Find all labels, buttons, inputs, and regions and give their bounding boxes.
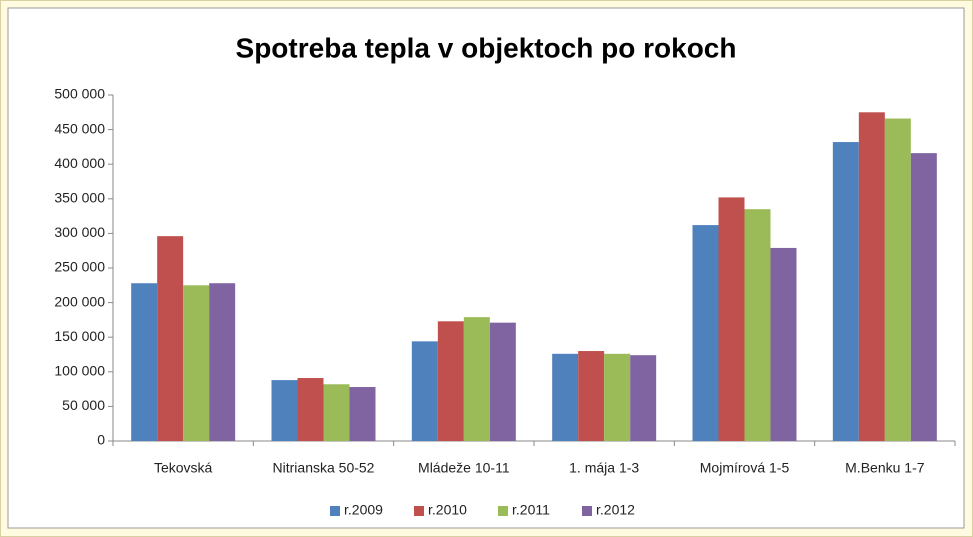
legend-label: r.2010 [428, 502, 467, 518]
y-tick-label: 350 000 [54, 190, 105, 206]
legend-swatch [414, 506, 424, 516]
bar [437, 321, 464, 441]
legend-label: r.2012 [596, 502, 635, 518]
bar [411, 341, 438, 441]
bar [183, 285, 210, 441]
bar [297, 378, 324, 441]
y-tick-label: 150 000 [54, 328, 105, 344]
bar [718, 197, 745, 441]
x-tick-label: 1. mája 1-3 [569, 460, 639, 476]
y-tick-label: 400 000 [54, 155, 105, 171]
x-tick-label: Nitrianska 50-52 [273, 460, 375, 476]
bar [770, 247, 797, 441]
bar [884, 118, 911, 441]
bar [604, 353, 631, 441]
y-tick-label: 500 000 [54, 86, 105, 102]
legend-label: r.2009 [344, 502, 383, 518]
chart-title: Spotreba tepla v objektoch po rokoch [236, 32, 737, 63]
y-tick-label: 100 000 [54, 363, 105, 379]
legend-swatch [582, 506, 592, 516]
bar [349, 387, 376, 441]
y-tick-label: 450 000 [54, 120, 105, 136]
bar [463, 317, 490, 441]
y-tick-label: 300 000 [54, 224, 105, 240]
bar [832, 142, 859, 441]
y-tick-label: 50 000 [62, 397, 105, 413]
bar [578, 351, 605, 441]
y-tick-label: 250 000 [54, 259, 105, 275]
legend-swatch [330, 506, 340, 516]
bar [744, 209, 771, 441]
chart-area [7, 7, 965, 529]
legend-label: r.2011 [512, 502, 550, 518]
bar [271, 380, 298, 441]
x-tick-label: Tekovská [154, 460, 213, 476]
y-tick-label: 200 000 [54, 293, 105, 309]
bar [157, 236, 184, 441]
bar [209, 283, 236, 441]
bar [552, 353, 579, 441]
bar [630, 355, 657, 441]
x-tick-label: Mojmírová 1-5 [700, 460, 790, 476]
bar [692, 225, 719, 441]
x-tick-label: Mládeže 10-11 [418, 460, 510, 476]
bar [131, 283, 158, 441]
bar [910, 153, 937, 442]
bar [858, 112, 885, 442]
bar [323, 384, 350, 441]
bar [489, 322, 516, 441]
legend-swatch [498, 506, 508, 516]
x-tick-label: M.Benku 1-7 [845, 460, 925, 476]
y-tick-label: 0 [97, 432, 105, 448]
